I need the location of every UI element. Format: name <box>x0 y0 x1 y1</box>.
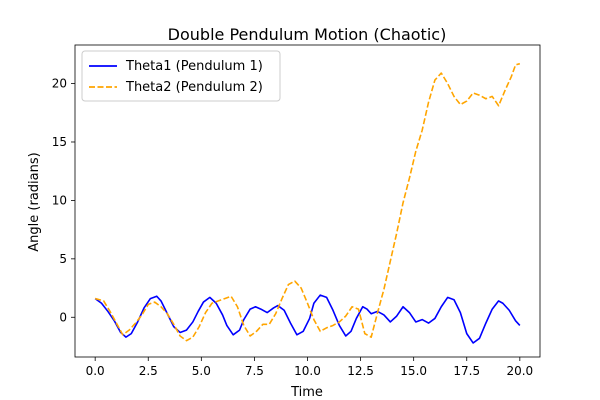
legend-box <box>81 50 281 102</box>
x-tick-label: 2.5 <box>139 364 158 378</box>
legend-label-2: Theta2 (Pendulum 2) <box>125 80 263 95</box>
legend: Theta1 (Pendulum 1) Theta2 (Pendulum 2) <box>81 50 281 102</box>
chart-title: Double Pendulum Motion (Chaotic) <box>168 25 447 44</box>
legend-label-1: Theta1 (Pendulum 1) <box>125 59 263 74</box>
plot-area: 0.0 2.5 5.0 7.5 10.0 12.5 15.0 17.5 20.0 0 5 10 15 20 <box>52 44 541 378</box>
x-tick-label: 10.0 <box>294 364 321 378</box>
x-tick-label: 5.0 <box>192 364 211 378</box>
y-axis-label: Angle (radians) <box>27 152 42 251</box>
y-tick-label: 15 <box>52 135 67 149</box>
y-tick-label: 20 <box>52 77 67 91</box>
x-tick-label: 17.5 <box>453 364 480 378</box>
series-line-2 <box>94 62 521 342</box>
x-tick-label: 7.5 <box>245 364 264 378</box>
x-tick-label: 15.0 <box>400 364 427 378</box>
x-tick-label: 20.0 <box>506 364 533 378</box>
x-tick-label: 12.5 <box>347 364 374 378</box>
y-tick-label: 10 <box>52 193 67 207</box>
x-tick-label: 0.0 <box>86 364 105 378</box>
y-tick-label: 5 <box>59 252 67 266</box>
y-tick-label: 0 <box>59 310 67 324</box>
series-line-1 <box>94 294 521 344</box>
x-axis-label: Time <box>290 385 323 400</box>
